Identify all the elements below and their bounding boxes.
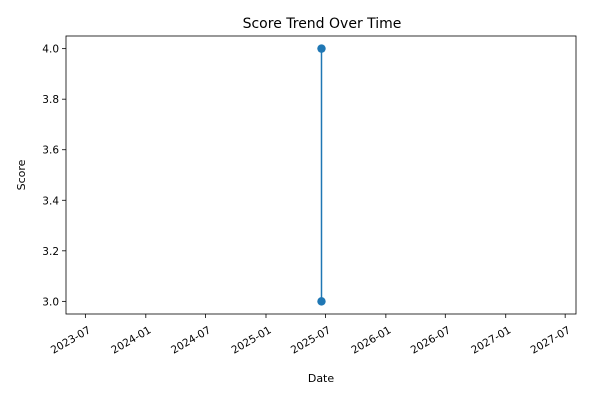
- y-tick-label: 3.0: [42, 296, 59, 308]
- y-axis: 3.0 3.2 3.4 3.6 3.8 4.0: [42, 44, 66, 308]
- x-tick-label: 2025-01: [229, 324, 273, 356]
- x-tick-label: 2023-07: [49, 324, 93, 356]
- y-axis-label: Score: [15, 159, 28, 190]
- x-axis: 2023-07 2024-01 2024-07 2025-01 2025-07 2026-…: [49, 314, 573, 357]
- y-tick-label: 4.0: [42, 44, 59, 56]
- x-tick-label: 2024-07: [169, 324, 213, 356]
- x-tick-label: 2025-07: [289, 324, 333, 356]
- x-tick-label: 2024-01: [109, 324, 153, 356]
- data-point: [317, 297, 326, 306]
- y-tick-label: 3.8: [42, 94, 59, 106]
- y-tick-label: 3.2: [42, 246, 59, 258]
- y-tick-label: 3.4: [42, 195, 59, 207]
- data-point: [317, 44, 326, 53]
- plot-area: [65, 35, 577, 315]
- x-tick-label: 2026-07: [409, 324, 453, 356]
- series-layer: [317, 44, 326, 306]
- x-tick-label: 2027-01: [469, 324, 513, 356]
- x-tick-label: 2026-01: [349, 324, 393, 356]
- chart-title: Score Trend Over Time: [243, 16, 402, 32]
- x-axis-label: Date: [308, 372, 335, 385]
- y-tick-label: 3.6: [42, 145, 59, 157]
- x-tick-label: 2027-07: [529, 324, 573, 356]
